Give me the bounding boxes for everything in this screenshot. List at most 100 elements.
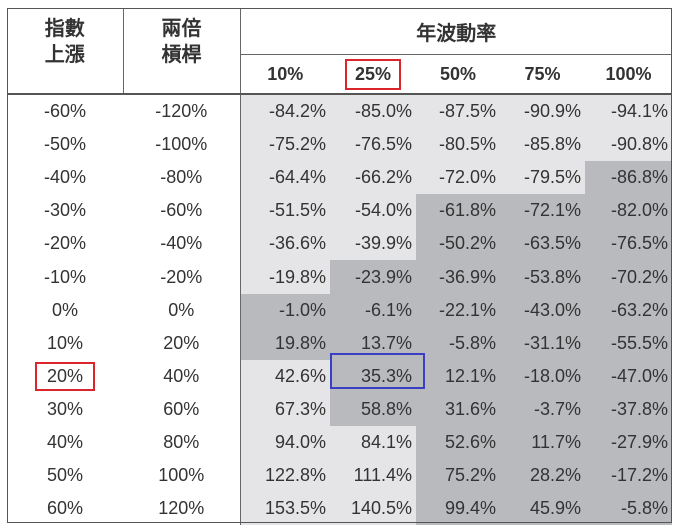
- table-row: -20% -40% -36.6% -39.9% -50.2% -63.5% -76.5%: [7, 227, 672, 261]
- return-cell: -79.5%: [500, 161, 585, 195]
- return-cell: -75.2%: [240, 128, 330, 162]
- return-cell: 94.0%: [240, 425, 330, 460]
- return-cell: 140.5%: [330, 492, 416, 526]
- return-cell: -72.0%: [416, 161, 500, 195]
- return-cell: -39.9%: [330, 227, 416, 261]
- return-cell: 12.1%: [416, 359, 500, 393]
- return-cell: -22.1%: [416, 293, 500, 327]
- return-cell: -63.5%: [500, 227, 585, 261]
- return-cell: -47.0%: [585, 359, 672, 393]
- vol-header-100: 100%: [605, 63, 652, 84]
- index-rise-cell: 0%: [51, 299, 78, 320]
- return-cell: -86.8%: [585, 161, 672, 195]
- highlight-box-blue: [330, 353, 425, 389]
- index-rise-cell: -60%: [43, 101, 87, 122]
- leverage-cell: 100%: [123, 459, 241, 493]
- return-cell: -80.5%: [416, 128, 500, 162]
- leverage-cell: 40%: [123, 359, 241, 393]
- table-row: 0% 0% -1.0% -6.1% -22.1% -43.0% -63.2%: [7, 293, 672, 327]
- vol-header-10: 10%: [267, 63, 304, 84]
- return-cell: -72.1%: [500, 194, 585, 228]
- table-row: -40% -80% -64.4% -66.2% -72.0% -79.5% -86.8%: [7, 161, 672, 195]
- return-cell: -17.2%: [585, 459, 672, 493]
- index-rise-cell: -40%: [43, 167, 87, 188]
- index-rise-cell: 40%: [46, 431, 84, 452]
- table-row: 10% 20% 19.8% 13.7% -5.8% -31.1% -55.5%: [7, 326, 672, 360]
- table-row: 50% 100% 122.8% 111.4% 75.2% 28.2% -17.2%: [7, 459, 672, 493]
- leverage-cell: 60%: [123, 392, 241, 426]
- return-cell: -36.6%: [240, 227, 330, 261]
- return-cell: -84.2%: [240, 94, 330, 129]
- return-cell: 19.8%: [240, 326, 330, 360]
- return-cell: 28.2%: [500, 459, 585, 493]
- return-cell: -27.9%: [585, 425, 672, 460]
- index-rise-header: 指數 上漲: [7, 8, 124, 94]
- return-cell: -64.4%: [240, 161, 330, 195]
- return-cell: 153.5%: [240, 492, 330, 526]
- return-cell: 111.4%: [330, 459, 416, 493]
- leverage-cell: -60%: [123, 194, 241, 228]
- return-cell: 75.2%: [416, 459, 500, 493]
- return-cell: -5.8%: [416, 326, 500, 360]
- table-row: 30% 60% 67.3% 58.8% 31.6% -3.7% -37.8%: [7, 392, 672, 426]
- return-cell: -43.0%: [500, 293, 585, 327]
- table-row: -10% -20% -19.8% -23.9% -36.9% -53.8% -70.2%: [7, 260, 672, 294]
- return-cell: -5.8%: [585, 492, 672, 526]
- table-row: 60% 120% 153.5% 140.5% 99.4% 45.9% -5.8%: [7, 492, 672, 526]
- return-cell: -54.0%: [330, 194, 416, 228]
- return-cell: 84.1%: [330, 425, 416, 460]
- return-cell: -19.8%: [240, 260, 330, 294]
- index-rise-cell: 10%: [46, 332, 84, 353]
- vol-header-50: 50%: [439, 63, 477, 84]
- return-cell: -90.8%: [585, 128, 672, 162]
- vol-header-75: 75%: [524, 63, 561, 84]
- return-cell: -85.0%: [330, 94, 416, 129]
- leverage-cell: 20%: [123, 326, 241, 360]
- table-row: -50% -100% -75.2% -76.5% -80.5% -85.8% -90.8%: [7, 128, 672, 162]
- return-cell: -1.0%: [240, 293, 330, 327]
- return-cell: 42.6%: [240, 359, 330, 393]
- leverage-cell: -100%: [123, 128, 241, 162]
- return-cell: 52.6%: [416, 425, 500, 460]
- return-cell: 122.8%: [240, 459, 330, 493]
- return-cell: -3.7%: [500, 392, 585, 426]
- return-cell: -94.1%: [585, 94, 672, 129]
- table-row: 20% 40% 42.6% 35.3% 12.1% -18.0% -47.0%: [7, 359, 672, 393]
- return-cell: 99.4%: [416, 492, 500, 526]
- return-cell: -51.5%: [240, 194, 330, 228]
- return-cell: -87.5%: [416, 94, 500, 129]
- return-cell: -66.2%: [330, 161, 416, 195]
- return-cell: -50.2%: [416, 227, 500, 261]
- index-rise-cell: -50%: [43, 134, 87, 155]
- return-cell: -76.5%: [330, 128, 416, 162]
- index-rise-cell: -20%: [43, 233, 87, 254]
- return-cell: -31.1%: [500, 326, 585, 360]
- return-cell: -37.8%: [585, 392, 672, 426]
- leverage-cell: -20%: [123, 260, 241, 294]
- index-rise-cell: 60%: [46, 498, 84, 519]
- return-cell: -61.8%: [416, 194, 500, 228]
- return-cell: -63.2%: [585, 293, 672, 327]
- leverage-cell: -80%: [123, 161, 241, 195]
- index-rise-cell: -10%: [43, 266, 87, 287]
- table-row: -30% -60% -51.5% -54.0% -61.8% -72.1% -82.0%: [7, 194, 672, 228]
- leverage-cell: 0%: [123, 293, 241, 327]
- return-cell: 45.9%: [500, 492, 585, 526]
- return-cell: -90.9%: [500, 94, 585, 129]
- return-cell: -70.2%: [585, 260, 672, 294]
- return-cell: -55.5%: [585, 326, 672, 360]
- return-cell: 11.7%: [500, 425, 585, 460]
- return-cell: -85.8%: [500, 128, 585, 162]
- leverage-return-table: 指數 上漲 兩倍 槓桿 年波動率 10% 25% 50% 75% 100% -60%…: [7, 8, 672, 526]
- leverage-cell: 120%: [123, 492, 241, 526]
- table-row: 40% 80% 94.0% 84.1% 52.6% 11.7% -27.9%: [7, 425, 672, 460]
- index-rise-cell: 20%: [7, 360, 123, 393]
- return-cell: -23.9%: [330, 260, 416, 294]
- leverage-cell: -120%: [123, 94, 241, 129]
- return-cell: -82.0%: [585, 194, 672, 228]
- index-rise-cell: -30%: [43, 200, 87, 221]
- table-row: -60% -120% -84.2% -85.0% -87.5% -90.9% -94.1%: [7, 94, 672, 129]
- return-cell: -18.0%: [500, 359, 585, 393]
- return-cell: -76.5%: [585, 227, 672, 261]
- leverage-cell: 80%: [123, 425, 241, 460]
